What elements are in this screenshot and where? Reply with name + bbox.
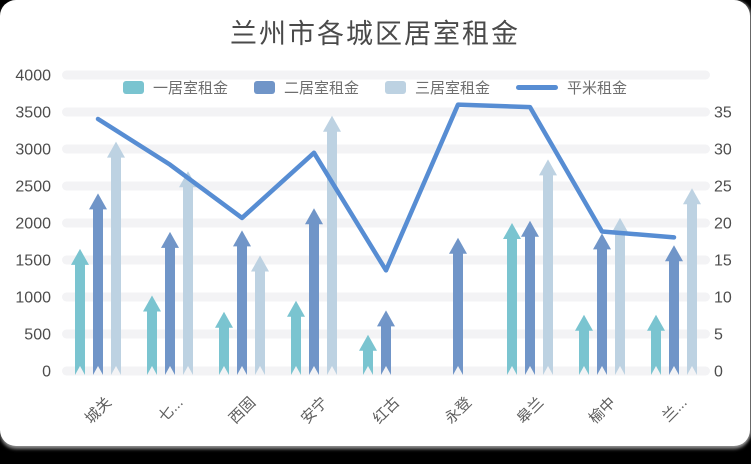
arrow-bar-s0-c0 — [71, 248, 89, 375]
arrow-bar-s2-c8 — [683, 188, 701, 375]
y-left-tick-2000: 2000 — [15, 216, 51, 233]
arrow-bar-s2-c1 — [179, 171, 197, 375]
arrow-bar-s2-c3 — [323, 115, 341, 375]
arrow-bar-s2-c0 — [107, 141, 125, 375]
arrow-bar-s1-c3 — [305, 208, 323, 375]
arrow-bar-s1-c5 — [449, 237, 467, 375]
arrow-bar-s1-c6 — [521, 220, 539, 375]
grid-band-1000 — [62, 292, 710, 302]
y-right-tick-5: 5 — [714, 327, 723, 344]
arrow-bar-s1-c4 — [377, 310, 395, 375]
y-left-tick-0: 0 — [42, 364, 51, 381]
legend-label-0: 一居室租金 — [152, 80, 228, 97]
legend-item-2[interactable]: 三居室租金 — [385, 77, 490, 98]
grid-band-1500 — [62, 255, 710, 265]
arrow-bar-s2-c7 — [611, 217, 629, 375]
grid-band-0 — [62, 366, 710, 376]
y-left-tick-3000: 3000 — [15, 142, 51, 159]
y-left-tick-3500: 3500 — [15, 105, 51, 122]
y-left-tick-500: 500 — [24, 327, 51, 344]
arrow-bar-s0-c3 — [287, 300, 305, 375]
chart-title: 兰州市各城区居室租金 — [230, 19, 520, 49]
per-sqm-rent-line — [95, 102, 677, 273]
arrow-bar-s1-c8 — [665, 245, 683, 375]
legend-swatch-1-bar-icon — [253, 81, 275, 94]
y-left-tick-2500: 2500 — [15, 179, 51, 196]
y-right-tick-0: 0 — [714, 364, 723, 381]
arrow-bar-s0-c8 — [647, 314, 665, 375]
y-right-tick-15: 15 — [714, 253, 732, 270]
legend-swatch-3-line-icon — [516, 85, 559, 90]
legend-label-1: 二居室租金 — [283, 80, 359, 97]
grid-band-3500 — [62, 107, 710, 117]
arrow-bar-s0-c2 — [215, 311, 233, 375]
arrow-bar-s2-c2 — [251, 255, 269, 375]
legend-item-3[interactable]: 平米租金 — [516, 77, 627, 98]
legend-swatch-2-bar-icon — [385, 81, 406, 94]
arrow-bar-s0-c4 — [359, 334, 377, 375]
grid-band-4000 — [62, 70, 710, 80]
arrow-bar-s1-c0 — [89, 193, 107, 375]
arrow-bar-s1-c2 — [233, 230, 251, 375]
y-left-tick-1500: 1500 — [15, 253, 51, 270]
y-right-tick-30: 30 — [714, 142, 732, 159]
y-right-tick-20: 20 — [714, 216, 732, 233]
arrow-bar-s1-c7 — [593, 233, 611, 375]
legend-item-0[interactable]: 一居室租金 — [122, 77, 228, 98]
y-right-tick-25: 25 — [714, 179, 732, 196]
arrow-bar-s0-c6 — [503, 223, 521, 375]
grid-band-3000 — [62, 144, 710, 154]
legend-item-1[interactable]: 二居室租金 — [253, 77, 359, 98]
legend-label-2: 三居室租金 — [415, 80, 491, 97]
chart-card: 兰州市各城区居室租金 一居室租金 二居室租金 三居室租金 平米租金 0 0 500 5 100… — [0, 0, 750, 446]
legend-label-3: 平米租金 — [567, 80, 628, 97]
grid-band-2000 — [62, 218, 710, 228]
y-right-tick-10: 10 — [714, 290, 732, 307]
chart-plot-area: 0 0 500 5 1000 10 1500 15 2000 20 2500 25 3000 30 3500… — [15, 68, 732, 381]
arrow-bar-s0-c7 — [575, 314, 593, 375]
arrow-bar-s2-c6 — [539, 159, 557, 375]
grid-band-2500 — [62, 181, 710, 191]
y-left-tick-4000: 4000 — [15, 68, 51, 85]
legend-swatch-0-bar-icon — [122, 81, 144, 94]
arrow-bar-s1-c1 — [161, 231, 179, 375]
y-right-tick-35: 35 — [714, 105, 732, 122]
y-left-tick-1000: 1000 — [15, 290, 51, 307]
arrow-bar-s0-c1 — [143, 295, 161, 375]
legend: 一居室租金 二居室租金 三居室租金 平米租金 — [0, 77, 750, 98]
